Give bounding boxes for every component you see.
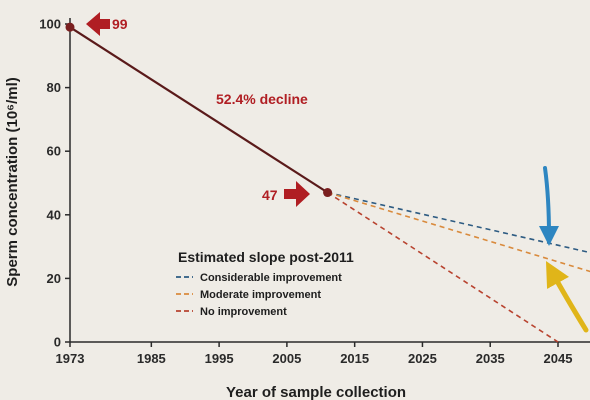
points-group [65,22,333,198]
series-line-no-improvement [327,191,559,343]
y-axis-ticks: 0 20 40 60 80 100 [39,17,70,350]
x-tick-label: 2005 [272,351,301,366]
x-tick-label: 2025 [408,351,437,366]
arrow-47-icon [284,181,310,207]
y-tick-label: 0 [54,335,61,350]
annotation-99: 99 [112,16,128,32]
y-tick-label: 20 [47,271,61,286]
x-tick-label: 2015 [340,351,369,366]
data-point [65,22,75,32]
legend-title: Estimated slope post-2011 [178,249,354,265]
x-axis-ticks: 1973 1985 1995 2005 2015 2025 2035 2045 [56,342,573,366]
legend-label: Considerable improvement [200,272,342,284]
x-axis-title: Year of sample collection [226,384,406,400]
legend-label: Moderate improvement [200,289,321,301]
legend: Considerable improvement Moderate improve… [176,272,342,318]
y-tick-label: 60 [47,144,61,159]
yellow-arrow-icon [545,261,589,333]
x-tick-label: 2035 [476,351,505,366]
legend-label: No improvement [200,306,287,318]
blue-arrow-icon [538,166,559,246]
series-line-moderate-improvement [327,191,590,273]
y-tick-label: 80 [47,80,61,95]
arrow-99-icon [86,12,110,36]
annotation-47: 47 [262,187,278,203]
annotation-decline: 52.4% decline [216,91,308,107]
y-axis-title: Sperm concentration (10⁶/ml) [4,77,21,286]
x-tick-label: 1973 [56,351,85,366]
x-tick-label: 1985 [137,351,166,366]
y-tick-label: 40 [47,207,61,222]
data-point [323,188,333,198]
x-tick-label: 1995 [205,351,234,366]
x-tick-label: 2045 [544,351,573,366]
series-line-observed [69,26,329,194]
y-tick-label: 100 [39,17,61,32]
series-group [69,26,590,343]
